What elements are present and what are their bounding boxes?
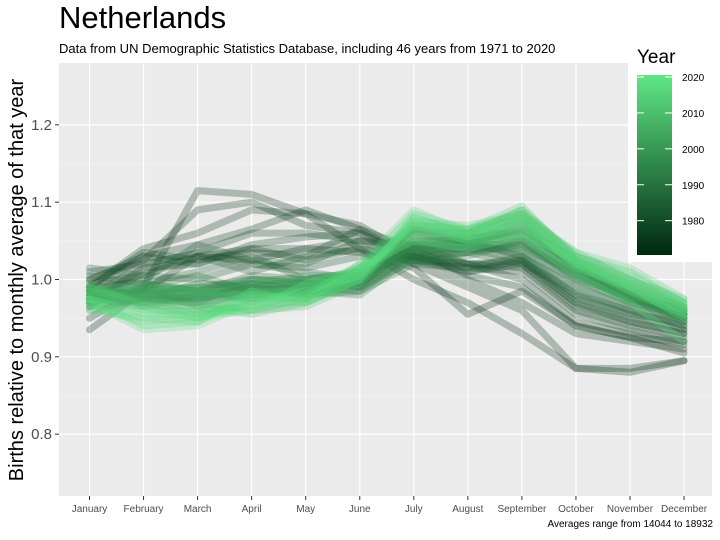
x-tick-label: April	[242, 504, 262, 515]
series-line-2006	[86, 221, 688, 314]
series-line-1999	[86, 221, 688, 318]
x-tick-label: March	[184, 504, 212, 515]
series-line-1972	[86, 187, 688, 376]
x-tick-label: July	[405, 504, 423, 515]
x-tick-label: October	[558, 504, 594, 515]
y-tick-label: 1.0	[31, 272, 52, 289]
series-line-2002	[86, 229, 688, 314]
series-line-2001	[86, 225, 688, 318]
series-line-1981	[86, 248, 688, 334]
series-line-2003	[86, 225, 688, 311]
series-line-2007	[86, 218, 688, 311]
series-line-2011	[86, 210, 688, 318]
series-line-1977	[86, 229, 688, 345]
chart-subtitle: Data from UN Demographic Statistics Data…	[59, 41, 556, 56]
series-line-1989	[86, 245, 688, 318]
legend: Year 1980 1990 2000 2010 2020	[628, 40, 716, 262]
series-line-1994	[86, 241, 688, 314]
y-tick-label: 0.9	[31, 349, 52, 366]
series-line-1978	[86, 237, 688, 341]
series-line-1990	[86, 241, 688, 318]
series-line-2008	[86, 214, 688, 314]
series-line-1991	[86, 237, 688, 322]
series-line-2013	[86, 202, 688, 314]
series-line-1996	[86, 233, 688, 322]
series-line-2015	[86, 210, 688, 326]
series-line-1983	[86, 237, 688, 330]
y-tick-label: 0.8	[31, 426, 52, 443]
grid-lines	[59, 63, 712, 496]
x-tick-label: June	[349, 504, 371, 515]
series-line-1995	[86, 237, 688, 318]
page-title: Netherlands	[59, 0, 227, 35]
series-line-1988	[86, 241, 688, 322]
legend-tick-label: 1980	[682, 217, 705, 228]
legend-tick-label: 1990	[682, 181, 705, 192]
legend-tick-label: 2000	[682, 145, 705, 156]
y-tick-label: 1.2	[31, 117, 52, 134]
series-line-1979	[86, 225, 688, 338]
y-axis-title: Births relative to monthly average of th…	[6, 78, 28, 481]
series-line-1980	[86, 245, 688, 338]
series-line-2004	[86, 218, 688, 314]
x-tick-label: January	[72, 504, 108, 515]
x-tick-label: November	[607, 504, 654, 515]
series-line-2020	[86, 233, 688, 345]
series-line-1997	[86, 229, 688, 326]
x-axis: January February March April May June July Augu…	[72, 496, 708, 515]
series-line-1971	[86, 245, 688, 357]
x-tick-label: May	[296, 504, 315, 515]
chart-caption: Averages range from 14044 to 18932	[547, 519, 714, 530]
series-line-1975	[86, 206, 688, 345]
series-line-2009	[86, 210, 688, 314]
y-tick-label: 1.1	[31, 194, 52, 211]
series-line-1984	[86, 248, 688, 330]
series-line-2014	[86, 210, 688, 318]
series-line-1985	[86, 245, 688, 326]
x-tick-label: February	[124, 504, 164, 515]
series-line-1974	[86, 206, 688, 353]
series-line-1987	[86, 237, 688, 322]
series-line-2017	[86, 214, 688, 330]
series-lines	[86, 187, 688, 376]
series-line-1998	[86, 225, 688, 322]
x-tick-label: September	[497, 504, 547, 515]
series-line-2005	[86, 214, 688, 318]
series-line-1993	[86, 237, 688, 318]
series-line-2018	[86, 218, 688, 334]
legend-colorbar	[637, 75, 672, 255]
legend-ticks: 1980 1990 2000 2010 2020	[637, 73, 705, 228]
series-line-2019	[86, 221, 688, 322]
series-line-2000	[86, 229, 688, 314]
series-line-1973	[86, 198, 688, 372]
x-tick-label: August	[452, 504, 483, 515]
series-line-2012	[86, 206, 688, 322]
y-axis: 0.8 0.9 1.0 1.1 1.2	[31, 117, 59, 443]
series-line-2016	[86, 206, 688, 326]
legend-tick-label: 2010	[682, 109, 705, 120]
series-line-1992	[86, 233, 688, 318]
legend-title: Year	[637, 47, 676, 68]
x-tick-label: December	[661, 504, 708, 515]
legend-tick-label: 2020	[682, 73, 705, 84]
series-line-2010	[86, 206, 688, 318]
series-line-1976	[86, 229, 688, 349]
series-line-1982	[86, 245, 688, 334]
series-line-1986	[86, 241, 688, 326]
